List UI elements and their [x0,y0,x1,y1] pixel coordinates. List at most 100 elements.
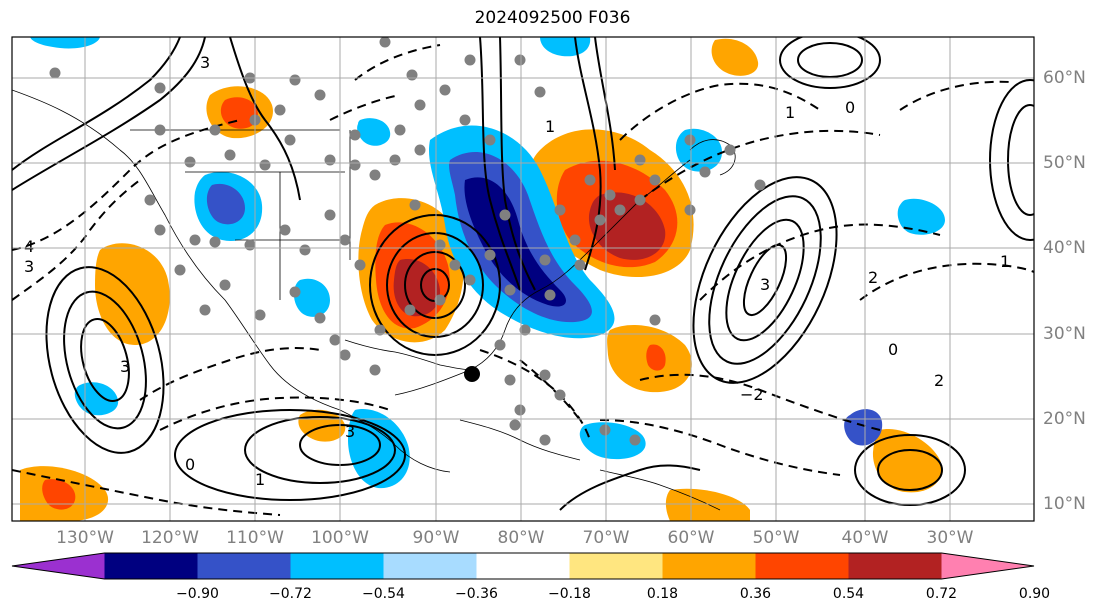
cold-blob-8 [293,278,330,317]
colorbar-segment [290,553,384,579]
station-dot [354,259,366,271]
cold-blob-7 [74,382,119,416]
station-dot [349,129,361,141]
warm-blob-8 [872,429,942,493]
colorbar-segment [476,553,570,579]
cold-blob-10 [30,37,100,49]
warm-blob-5-inner [42,479,76,510]
lon-label: 110°W [226,528,284,548]
station-dot [339,349,351,361]
lon-label: 80°W [497,528,545,548]
station-dot [219,279,231,291]
contour-west-1 [12,37,181,171]
station-dot [539,434,551,446]
station-dot [554,389,566,401]
lat-label: 10°N [1043,494,1086,514]
colorbar-segment [848,553,942,579]
station-dot [299,244,311,256]
lat-label: 60°N [1043,68,1086,88]
station-dot [154,224,166,236]
station-dot [369,364,381,376]
colorbar-segment [569,553,663,579]
station-dot [699,166,711,178]
lon-label: 90°W [412,528,460,548]
colorbar-label: −0.54 [362,586,405,602]
station-dot [369,169,381,181]
colorbar-extend-low [12,553,105,579]
map-frame [11,36,1035,522]
station-dot [514,54,526,66]
lon-label: 130°W [56,528,114,548]
station-dot [584,174,596,186]
contour-label: 0 [185,455,195,474]
station-dot [504,284,516,296]
station-dot [329,334,341,346]
station-dot [406,69,418,81]
contour-high-atlantic-1 [692,176,838,384]
cold-blob-6 [844,409,883,446]
station-dot [649,314,661,326]
station-dot [414,144,426,156]
colorbar-segment [104,553,198,579]
station-dot [289,286,301,298]
contour-label: 2 [868,268,878,287]
station-dot [289,74,301,86]
station-dot [634,154,646,166]
colorbar-label: 0.18 [646,586,679,602]
station-dot [274,104,286,116]
warm-blob-1-inner [220,97,258,129]
station-dot [324,209,336,221]
colorbar-label: −0.36 [455,586,498,602]
station-dot [484,134,496,146]
colorbar-label: −0.90 [176,586,219,602]
station-dot [154,82,166,94]
lat-label: 30°N [1043,324,1086,344]
contour-high-gulf-1 [174,409,406,501]
contour-west-3 [229,37,301,201]
cold-blob-5 [579,422,646,460]
station-dot [414,99,426,111]
colorbar-label: 0.72 [925,586,958,602]
contour-label: 0 [888,340,898,359]
contour-ridge-north-2 [499,37,536,291]
station-dot [494,339,506,351]
contour-label: 1 [1000,252,1010,271]
colorbar-segment [197,553,291,579]
contour-label: 3 [24,257,34,276]
storm-center-marker [464,366,480,382]
colorbar-label: 0.36 [739,586,772,602]
contour-high-atlantic-2 [708,195,822,365]
station-dot [539,254,551,266]
contour-high-pacific-3 [80,318,130,402]
station-dot [594,214,606,226]
contour-low-central-3 [404,251,466,319]
contour-label: −2 [740,385,764,404]
station-dot [379,37,391,48]
station-dot [189,234,201,246]
contour-high-east-2 [1007,104,1034,216]
station-dot [684,134,696,146]
station-dot [339,234,351,246]
station-dot [519,324,531,336]
contour-high-east-1 [989,79,1034,241]
station-dot [154,124,166,136]
station-dot [144,194,156,206]
station-dot [504,374,516,386]
lat-label: 40°N [1043,238,1086,258]
contour-west-2 [12,37,206,191]
warm-blob-7 [665,488,750,521]
station-dot [539,369,551,381]
station-dot [394,124,406,136]
station-dot [389,154,401,166]
station-dot [599,424,611,436]
lat-label: 20°N [1043,409,1086,429]
contours-dashed [12,44,1034,516]
station-dot [534,86,546,98]
station-dot [224,149,236,161]
contour-high-ne-1 [779,37,881,89]
station-dot [509,419,521,431]
colorbar-segment [755,553,849,579]
station-dot [484,249,496,261]
cold-blob-1-inner [206,183,245,225]
